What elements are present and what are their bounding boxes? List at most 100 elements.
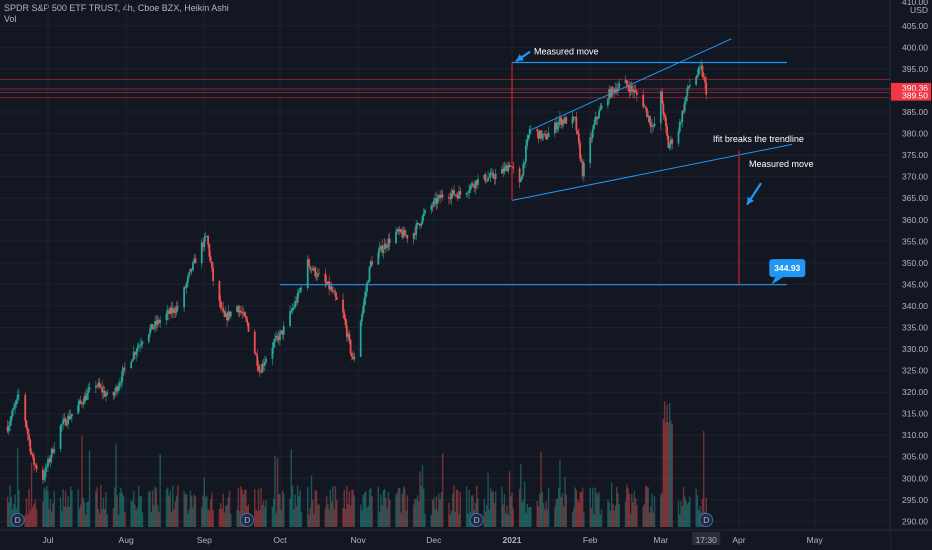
volume-bar — [684, 496, 686, 527]
candle-body — [647, 115, 650, 117]
volume-bar — [283, 493, 285, 527]
candle-body — [687, 86, 690, 88]
volume-bar — [112, 507, 115, 527]
volume-bar — [365, 491, 367, 527]
volume-bar — [507, 514, 509, 527]
candle-body — [204, 236, 207, 238]
candle-body — [262, 363, 265, 366]
candle-body — [371, 261, 373, 265]
volume-bar — [430, 514, 433, 527]
candle-body — [435, 198, 438, 204]
candle-body — [398, 229, 401, 232]
candle-body — [383, 243, 386, 250]
candle-body — [154, 320, 157, 328]
candle-body — [50, 448, 53, 458]
candle-body — [236, 306, 238, 312]
volume-bar — [207, 509, 209, 527]
candle-body — [170, 307, 173, 313]
candle-body — [207, 236, 209, 245]
volume-bar — [228, 491, 231, 527]
volume-bar — [501, 486, 503, 527]
volume-bar — [483, 499, 485, 527]
x-tick-label: 2021 — [503, 535, 522, 545]
volume-bar — [470, 495, 473, 527]
candle-body — [421, 216, 424, 224]
volume-bar — [419, 471, 421, 527]
volume-bar — [275, 512, 277, 527]
candle-body — [12, 407, 15, 410]
drawings — [279, 38, 793, 286]
candle-body — [263, 362, 266, 366]
volume-bar — [148, 491, 150, 527]
volume-bar — [155, 488, 158, 527]
candle-body — [594, 117, 597, 124]
volume-bar — [681, 506, 683, 527]
candle-body — [459, 191, 462, 195]
candle-body — [635, 91, 638, 95]
candle-body — [81, 402, 83, 404]
volume-bar — [454, 511, 456, 527]
volume-bar — [177, 485, 179, 527]
volume-bar — [540, 451, 542, 527]
candle-body — [102, 390, 105, 393]
volume-bar — [468, 489, 470, 527]
candle-body — [257, 365, 260, 371]
volume-bar — [571, 512, 574, 527]
volume-bar — [699, 506, 701, 527]
x-tick-label: Mar — [654, 535, 669, 545]
candle-body — [44, 467, 47, 478]
volume-indicator-label[interactable]: Vol — [4, 14, 17, 24]
volume-bar — [51, 512, 53, 527]
x-tick-label: Aug — [119, 535, 134, 545]
price-label-text: 390.36 — [902, 83, 928, 93]
volume-bar — [399, 488, 401, 527]
y-tick-label: 325.00 — [902, 366, 928, 376]
candle-body — [152, 327, 155, 330]
volume-bar — [583, 512, 585, 527]
candle-body — [105, 395, 107, 397]
volume-bar — [333, 509, 335, 527]
candle-body — [310, 268, 313, 270]
candle-body — [667, 136, 670, 148]
volume-bar — [279, 494, 281, 527]
candle-body — [82, 403, 85, 405]
volume-bar — [423, 488, 425, 527]
volume-bar — [97, 509, 100, 527]
volume-bar — [386, 508, 388, 527]
candle-body — [648, 115, 651, 123]
volume-bar — [417, 501, 420, 527]
candle-body — [530, 129, 532, 130]
candle-body — [94, 385, 97, 388]
candle-body — [219, 300, 222, 308]
candle-body — [194, 258, 197, 264]
candle-body — [402, 230, 405, 238]
y-tick-label: 375.00 — [902, 150, 928, 160]
volume-bar — [225, 505, 227, 527]
candle-body — [468, 190, 471, 193]
candle-body — [342, 299, 344, 313]
symbol-title[interactable]: SPDR S&P 500 ETF TRUST, 4h, Cboe BZX, He… — [4, 3, 229, 13]
volume-bar — [555, 499, 557, 527]
volume-bar — [117, 514, 120, 527]
volume-bar — [580, 492, 583, 527]
candle-body — [314, 267, 317, 277]
candle-body — [490, 172, 493, 174]
volume-bar — [63, 506, 66, 527]
candle-body — [243, 312, 246, 316]
candle-body — [77, 404, 80, 414]
volume-bar — [660, 495, 662, 527]
volume-bar — [431, 500, 434, 527]
volume-bar — [150, 511, 153, 527]
candle-body — [509, 166, 512, 168]
volume-bar — [607, 499, 609, 527]
crosshair-time-box — [692, 532, 721, 545]
candle-body — [381, 245, 384, 253]
volume-bar — [648, 512, 651, 527]
candle-body — [18, 394, 20, 396]
volume-bar — [412, 504, 415, 527]
time-axis-panel — [0, 530, 890, 550]
volume-bar — [209, 499, 212, 527]
volume-bar — [317, 505, 319, 527]
candle-body — [79, 400, 82, 403]
